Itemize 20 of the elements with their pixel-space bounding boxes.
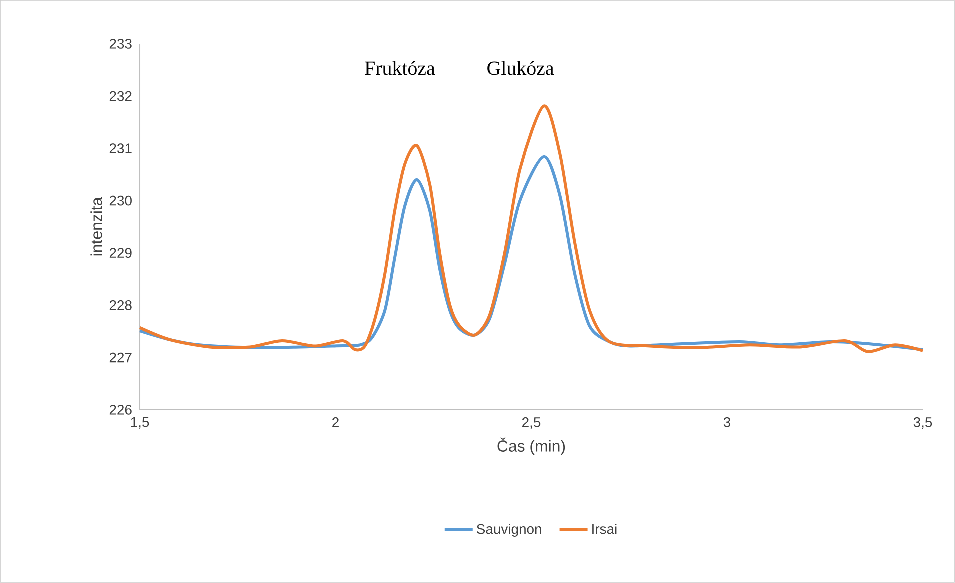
line-series — [138, 104, 925, 354]
y-tick-label: 232 — [110, 91, 132, 102]
x-tick-label: 3,5 — [914, 417, 932, 430]
y-tick-label: 227 — [110, 352, 132, 363]
y-tick-label: 226 — [110, 405, 132, 415]
x-tick-label: 3 — [724, 417, 731, 428]
annotation: Fruktóza — [365, 61, 436, 76]
y-axis-title: intenzita — [90, 197, 102, 256]
y-tick-label: 231 — [110, 144, 132, 154]
y-tick-label: 228 — [110, 300, 132, 310]
y-tick-label: 229 — [110, 248, 132, 258]
x-tick-label: 1,5 — [131, 418, 150, 429]
x-tick-label: 2 — [332, 417, 339, 428]
x-tick-label: 2,5 — [522, 417, 541, 430]
x-axis-title: Čas (min) — [498, 438, 566, 456]
y-tick-label: 230 — [110, 196, 132, 206]
annotation: Glukóza — [488, 61, 554, 76]
legend-label: Sauvignon — [477, 524, 542, 537]
legend-label: Irsai — [592, 524, 617, 534]
y-tick-label: 233 — [110, 39, 132, 49]
